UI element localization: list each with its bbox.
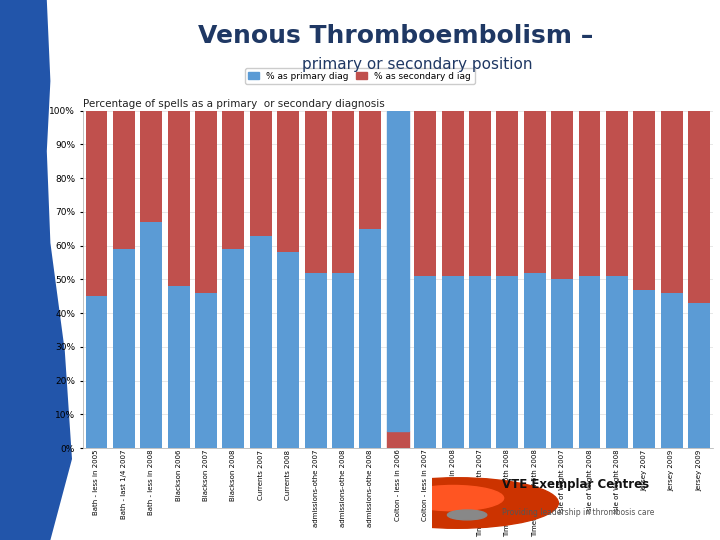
Bar <box>305 111 327 273</box>
Bar <box>359 229 382 448</box>
Bar <box>523 111 546 273</box>
Bar <box>688 303 710 448</box>
Bar <box>140 222 162 448</box>
Bar <box>606 111 628 276</box>
Bar <box>606 276 628 448</box>
Bar <box>305 273 327 448</box>
Bar <box>222 249 244 448</box>
Bar <box>195 111 217 293</box>
Bar <box>387 111 409 431</box>
Bar <box>387 431 409 448</box>
Bar <box>688 111 710 303</box>
Bar <box>277 252 300 448</box>
Bar <box>552 280 573 448</box>
Bar <box>140 111 162 222</box>
Bar <box>441 276 464 448</box>
Text: Percentage of spells as a primary  or secondary diagnosis: Percentage of spells as a primary or sec… <box>83 98 384 109</box>
Bar <box>250 235 271 448</box>
Bar <box>86 111 107 296</box>
Bar <box>168 286 189 448</box>
Bar <box>496 111 518 276</box>
Text: primary or secondary position: primary or secondary position <box>302 57 533 72</box>
Bar <box>441 111 464 276</box>
Bar <box>113 249 135 448</box>
Bar <box>277 111 300 252</box>
Text: Providing leadership in thrombosis care: Providing leadership in thrombosis care <box>503 508 654 517</box>
Bar <box>414 276 436 448</box>
Bar <box>222 111 244 249</box>
Bar <box>86 296 107 448</box>
Bar <box>523 273 546 448</box>
Bar <box>661 293 683 448</box>
Polygon shape <box>0 0 72 540</box>
Bar <box>552 111 573 280</box>
Bar <box>195 293 217 448</box>
Bar <box>634 289 655 448</box>
Bar <box>469 111 491 276</box>
Bar <box>579 276 600 448</box>
Bar <box>496 276 518 448</box>
Circle shape <box>447 510 487 520</box>
Circle shape <box>402 485 503 511</box>
Text: VTE Exemplar Centres: VTE Exemplar Centres <box>503 477 649 490</box>
Bar <box>113 111 135 249</box>
Text: Venous Thromboembolism –: Venous Thromboembolism – <box>198 24 594 48</box>
Bar <box>359 111 382 229</box>
Bar <box>414 111 436 276</box>
Bar <box>579 111 600 276</box>
Bar <box>332 111 354 273</box>
Bar <box>168 111 189 286</box>
Circle shape <box>356 478 559 528</box>
Bar <box>634 111 655 289</box>
Bar <box>469 276 491 448</box>
Bar <box>332 273 354 448</box>
Legend: % as primary diag, % as secondary d iag: % as primary diag, % as secondary d iag <box>245 68 474 84</box>
Bar <box>250 111 271 235</box>
Bar <box>661 111 683 293</box>
